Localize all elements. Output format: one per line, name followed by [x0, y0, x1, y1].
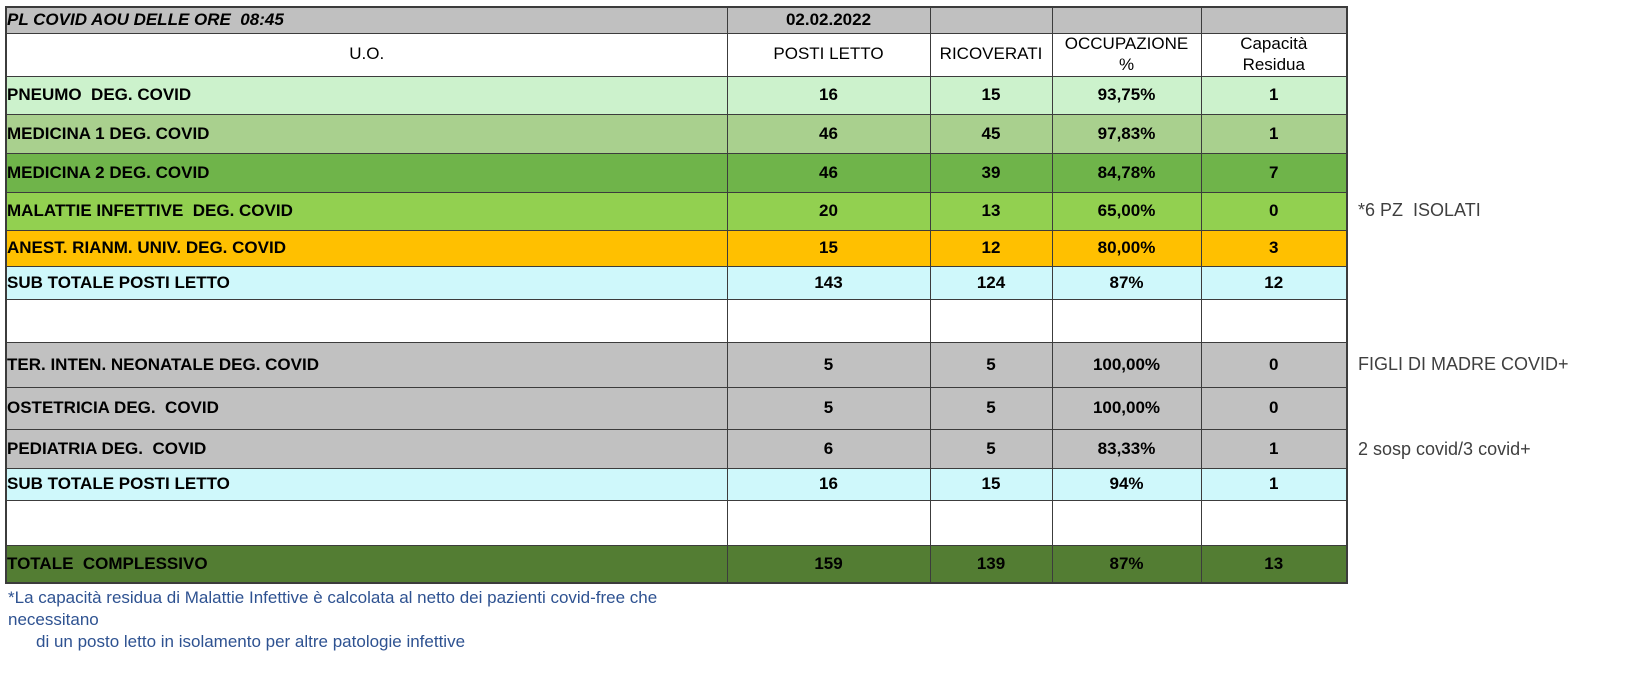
capacita-value: 1 — [1200, 113, 1348, 154]
capacita-value: 13 — [1200, 544, 1348, 584]
table-row-medicina1: MEDICINA 1 DEG. COVID 46 45 97,83% 1 — [5, 113, 1348, 154]
capacita-value: 0 — [1200, 386, 1348, 430]
uo-label: OSTETRICIA DEG. COVID — [5, 386, 728, 430]
occupazione-value: 87% — [1051, 265, 1202, 300]
footnote-line-2: necessitano — [8, 610, 99, 629]
table-row-empty — [5, 499, 1348, 546]
report-title: PL COVID AOU DELLE ORE 08:45 — [5, 6, 728, 34]
occupazione-value: 65,00% — [1051, 191, 1202, 231]
title-row: PL COVID AOU DELLE ORE 08:45 02.02.2022 — [5, 6, 1348, 34]
table-row-pneumo: PNEUMO DEG. COVID 16 15 93,75% 1 — [5, 75, 1348, 115]
posti-letto-value: 15 — [726, 229, 931, 267]
occupazione-value: 83,33% — [1051, 428, 1202, 469]
table-row-malattie-infettive: MALATTIE INFETTIVE DEG. COVID 20 13 65,0… — [5, 191, 1348, 231]
capacita-value: 7 — [1200, 152, 1348, 193]
uo-label: ANEST. RIANM. UNIV. DEG. COVID — [5, 229, 728, 267]
posti-letto-value: 6 — [726, 428, 931, 469]
occupazione-value: 100,00% — [1051, 341, 1202, 388]
uo-label: MEDICINA 1 DEG. COVID — [5, 113, 728, 154]
posti-letto-value: 5 — [726, 386, 931, 430]
table-row-empty — [5, 298, 1348, 343]
table-row-pediatria: PEDIATRIA DEG. COVID 6 5 83,33% 1 — [5, 428, 1348, 469]
capacita-value: 0 — [1200, 191, 1348, 231]
uo-label: SUB TOTALE POSTI LETTO — [5, 467, 728, 501]
posti-letto-value: 46 — [726, 152, 931, 193]
ricoverati-value: 15 — [929, 467, 1053, 501]
footnote: *La capacità residua di Malattie Infetti… — [8, 587, 908, 653]
occupazione-value: 87% — [1051, 544, 1202, 584]
occupazione-value: 80,00% — [1051, 229, 1202, 267]
posti-letto-value: 159 — [726, 544, 931, 584]
posti-letto-value: 143 — [726, 265, 931, 300]
uo-label: MEDICINA 2 DEG. COVID — [5, 152, 728, 193]
table-row-anest-rianm: ANEST. RIANM. UNIV. DEG. COVID 15 12 80,… — [5, 229, 1348, 267]
uo-label: PNEUMO DEG. COVID — [5, 75, 728, 115]
uo-label: TOTALE COMPLESSIVO — [5, 544, 728, 584]
ricoverati-value: 5 — [929, 341, 1053, 388]
capacita-value: 1 — [1200, 467, 1348, 501]
col-header-capacita: Capacità Residua — [1200, 32, 1348, 77]
capacita-value: 1 — [1200, 428, 1348, 469]
covid-beds-table: PL COVID AOU DELLE ORE 08:45 02.02.2022 … — [5, 6, 1348, 584]
report-date: 02.02.2022 — [726, 6, 931, 34]
footnote-line-1: *La capacità residua di Malattie Infetti… — [8, 588, 658, 607]
title-spacer-cell — [1051, 6, 1202, 34]
col-header-uo: U.O. — [5, 32, 728, 77]
occupazione-value: 100,00% — [1051, 386, 1202, 430]
ricoverati-value: 139 — [929, 544, 1053, 584]
col-header-occupazione: OCCUPAZIONE % — [1051, 32, 1202, 77]
posti-letto-value: 5 — [726, 341, 931, 388]
ricoverati-value: 15 — [929, 75, 1053, 115]
column-header-row: U.O. POSTI LETTO RICOVERATI OCCUPAZIONE … — [5, 32, 1348, 77]
table-row-medicina2: MEDICINA 2 DEG. COVID 46 39 84,78% 7 — [5, 152, 1348, 193]
posti-letto-value: 46 — [726, 113, 931, 154]
posti-letto-value: 16 — [726, 467, 931, 501]
capacita-value: 1 — [1200, 75, 1348, 115]
ricoverati-value: 13 — [929, 191, 1053, 231]
ricoverati-value: 5 — [929, 428, 1053, 469]
table-row-subtotale-2: SUB TOTALE POSTI LETTO 16 15 94% 1 — [5, 467, 1348, 501]
ricoverati-value: 12 — [929, 229, 1053, 267]
title-spacer-cell — [929, 6, 1053, 34]
title-spacer-cell — [1200, 6, 1348, 34]
annotation-figli-madre-covid: FIGLI DI MADRE COVID+ — [1358, 354, 1569, 374]
capacita-value: 0 — [1200, 341, 1348, 388]
uo-label: TER. INTEN. NEONATALE DEG. COVID — [5, 341, 728, 388]
uo-label: MALATTIE INFETTIVE DEG. COVID — [5, 191, 728, 231]
ricoverati-value: 39 — [929, 152, 1053, 193]
annotation-sosp-covid: 2 sosp covid/3 covid+ — [1358, 439, 1531, 459]
capacita-value: 12 — [1200, 265, 1348, 300]
annotation-pz-isolati: *6 PZ ISOLATI — [1358, 200, 1481, 220]
footnote-line-3: di un posto letto in isolamento per altr… — [36, 632, 466, 651]
posti-letto-value: 16 — [726, 75, 931, 115]
uo-label: PEDIATRIA DEG. COVID — [5, 428, 728, 469]
ricoverati-value: 45 — [929, 113, 1053, 154]
col-header-posti-letto: POSTI LETTO — [726, 32, 931, 77]
occupazione-value: 84,78% — [1051, 152, 1202, 193]
table-row-ter-inten-neonatale: TER. INTEN. NEONATALE DEG. COVID 5 5 100… — [5, 341, 1348, 388]
col-header-ricoverati: RICOVERATI — [929, 32, 1053, 77]
table-row-totale-complessivo: TOTALE COMPLESSIVO 159 139 87% 13 — [5, 544, 1348, 584]
occupazione-value: 94% — [1051, 467, 1202, 501]
ricoverati-value: 5 — [929, 386, 1053, 430]
table-row-subtotale-1: SUB TOTALE POSTI LETTO 143 124 87% 12 — [5, 265, 1348, 300]
ricoverati-value: 124 — [929, 265, 1053, 300]
occupazione-value: 93,75% — [1051, 75, 1202, 115]
posti-letto-value: 20 — [726, 191, 931, 231]
table-row-ostetricia: OSTETRICIA DEG. COVID 5 5 100,00% 0 — [5, 386, 1348, 430]
uo-label: SUB TOTALE POSTI LETTO — [5, 265, 728, 300]
occupazione-value: 97,83% — [1051, 113, 1202, 154]
capacita-value: 3 — [1200, 229, 1348, 267]
